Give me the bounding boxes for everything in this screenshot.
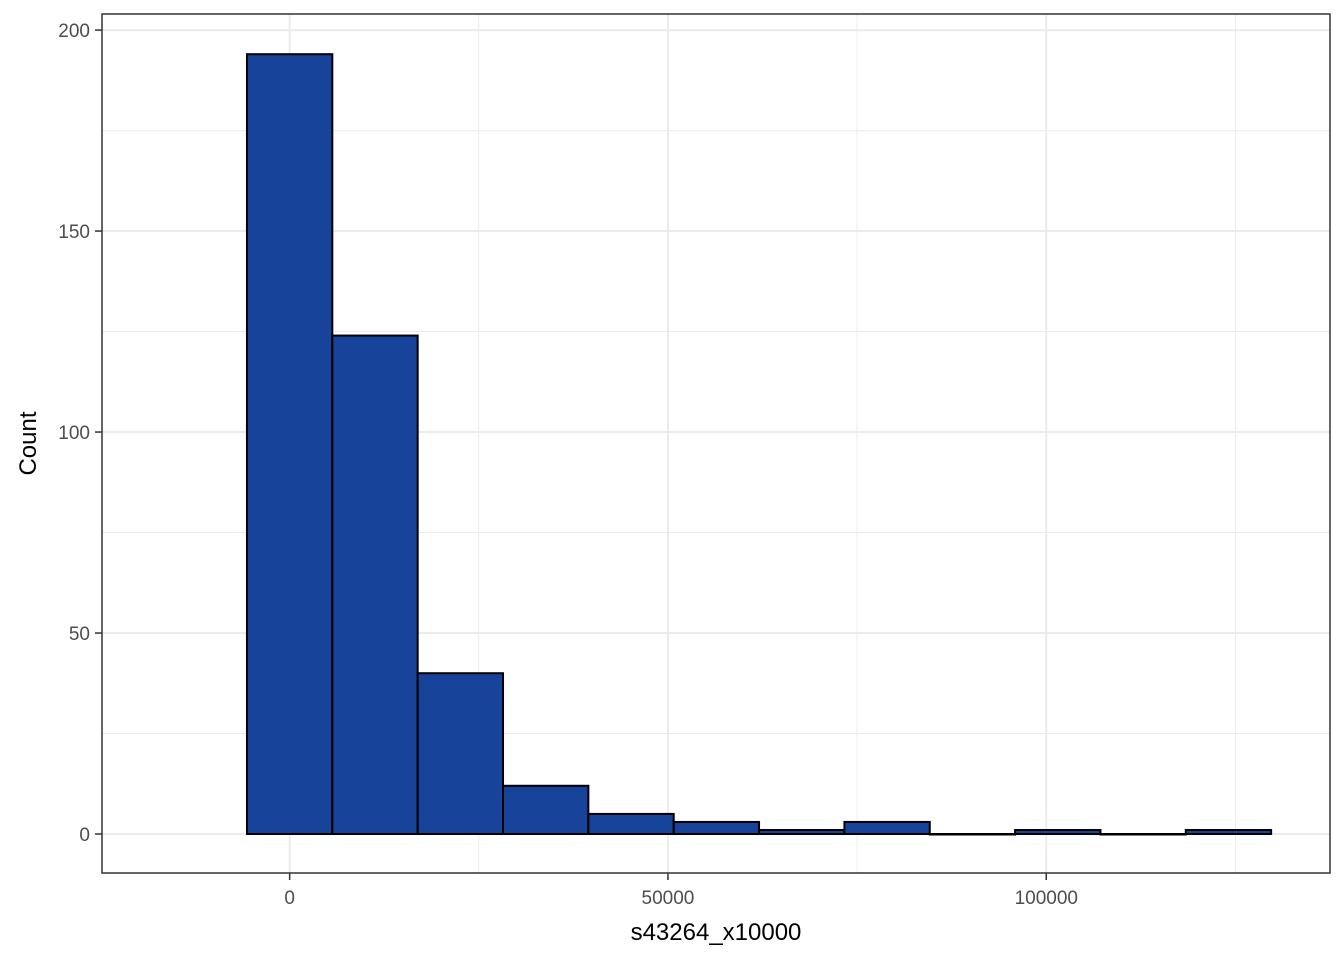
histogram-bar — [1014, 828, 1102, 836]
y-tick-label: 100 — [58, 423, 90, 444]
histogram-bar — [1099, 833, 1187, 836]
histogram-bar — [928, 833, 1017, 836]
histogram-bar — [1184, 828, 1273, 836]
histogram-bar — [758, 828, 846, 836]
x-axis: 0 50000 100000 — [284, 873, 1078, 909]
x-tick-label: 100000 — [1015, 888, 1078, 909]
histogram-bar — [843, 820, 931, 836]
x-tick-label: 50000 — [642, 888, 695, 909]
histogram-bar — [502, 784, 590, 836]
histogram-bar — [416, 672, 505, 836]
y-tick-label: 50 — [69, 624, 90, 645]
panel-border — [101, 13, 1331, 874]
histogram-bar — [245, 53, 334, 836]
y-axis: 0 50 100 150 200 — [58, 21, 102, 846]
y-tick-label: 150 — [58, 222, 90, 243]
histogram-bars — [245, 53, 1273, 836]
x-tick-label: 0 — [284, 888, 295, 909]
histogram-bar — [672, 820, 761, 836]
y-axis-title: Count — [15, 411, 42, 475]
x-axis-title: s43264_x10000 — [631, 919, 802, 946]
y-tick-label: 200 — [58, 21, 90, 42]
histogram-bar — [587, 812, 675, 836]
histogram-bar — [331, 334, 419, 836]
y-tick-label: 0 — [79, 825, 90, 846]
